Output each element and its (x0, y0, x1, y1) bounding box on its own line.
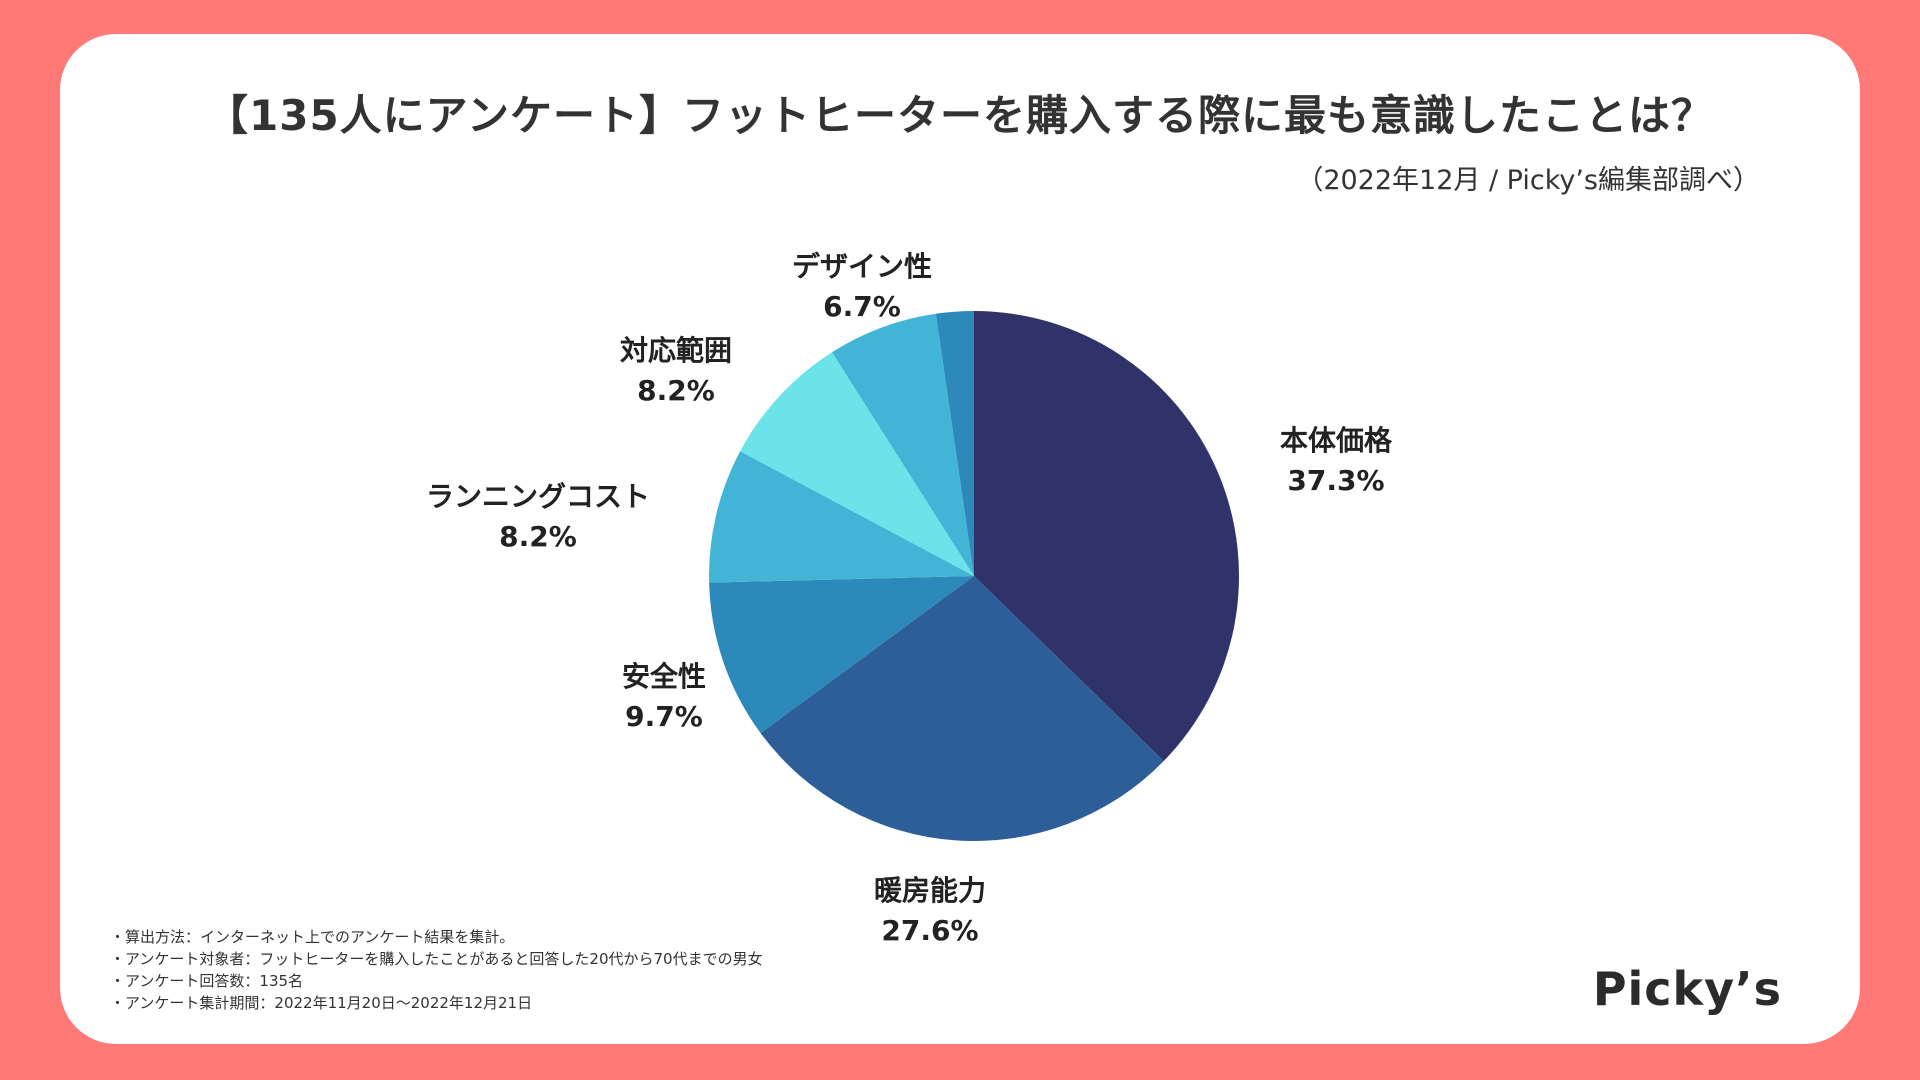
slice-category-label: デザイン性 (792, 250, 932, 283)
slice-value-label: 6.7% (823, 290, 901, 323)
note-respondents: ・アンケート回答数：135名 (110, 972, 304, 990)
slice-category-label: 対応範囲 (620, 334, 732, 367)
pie-slice-6 (935, 311, 974, 576)
source-note: （2022年12月 / Picky’s編集部調べ） (1296, 165, 1760, 196)
slice-value-label: 37.3% (1287, 464, 1384, 497)
slice-category-label: 安全性 (622, 660, 706, 693)
pie-slice-3 (709, 451, 974, 583)
slice-value-label: 8.2% (637, 374, 715, 407)
pie-slices (709, 311, 1239, 841)
note-target: ・アンケート対象者：フットヒーターを購入したことがあると回答した20代から70代… (110, 950, 763, 968)
pie-slice-2 (709, 576, 974, 734)
slice-value-label: 27.6% (881, 914, 978, 947)
pie-slice-0 (974, 311, 1239, 762)
pie-slice-1 (760, 576, 1164, 841)
slice-category-label: 暖房能力 (874, 874, 986, 907)
brand-logo: Picky’s (1592, 962, 1782, 1016)
slice-value-label: 9.7% (625, 700, 703, 733)
note-method: ・算出方法：インターネット上でのアンケート結果を集計。 (110, 928, 515, 946)
survey-notes: ・算出方法：インターネット上でのアンケート結果を集計。 ・アンケート対象者：フッ… (110, 926, 763, 1014)
slice-value-label: 8.2% (499, 520, 577, 553)
slice-category-label: ランニングコスト (426, 480, 650, 513)
chart-title: 【135人にアンケート】フットヒーターを購入する際に最も意識したことは？ (206, 91, 1714, 140)
pie-slice-4 (740, 352, 974, 576)
pie-labels: 本体価格 37.3% 暖房能力 27.6% 安全性 9.7% ランニングコスト 8.2% 対応範… (426, 250, 1393, 947)
pie-slice-5 (832, 313, 974, 576)
note-period: ・アンケート集計期間：2022年11月20日〜2022年12月21日 (110, 994, 533, 1012)
slice-category-label: 本体価格 (1280, 424, 1393, 457)
